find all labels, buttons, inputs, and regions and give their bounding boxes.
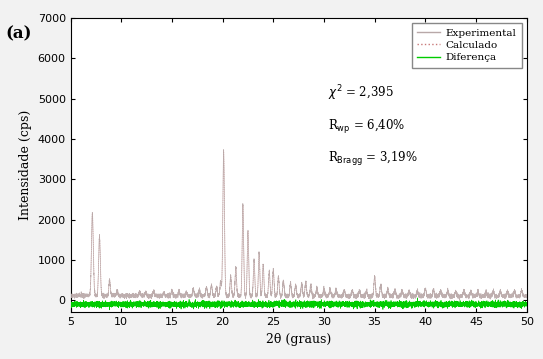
Text: R$_{\mathrm{Bragg}}$ = 3,19%: R$_{\mathrm{Bragg}}$ = 3,19%: [329, 150, 418, 168]
Legend: Experimental, Calculado, Diferença: Experimental, Calculado, Diferença: [412, 23, 521, 68]
Y-axis label: Intensidade (cps): Intensidade (cps): [19, 110, 32, 220]
Text: (a): (a): [5, 25, 32, 42]
X-axis label: 2θ (graus): 2θ (graus): [266, 333, 331, 346]
Text: $\chi^2$ = 2,395: $\chi^2$ = 2,395: [329, 84, 394, 103]
Text: R$_{\mathrm{wp}}$ = 6,40%: R$_{\mathrm{wp}}$ = 6,40%: [329, 118, 406, 136]
